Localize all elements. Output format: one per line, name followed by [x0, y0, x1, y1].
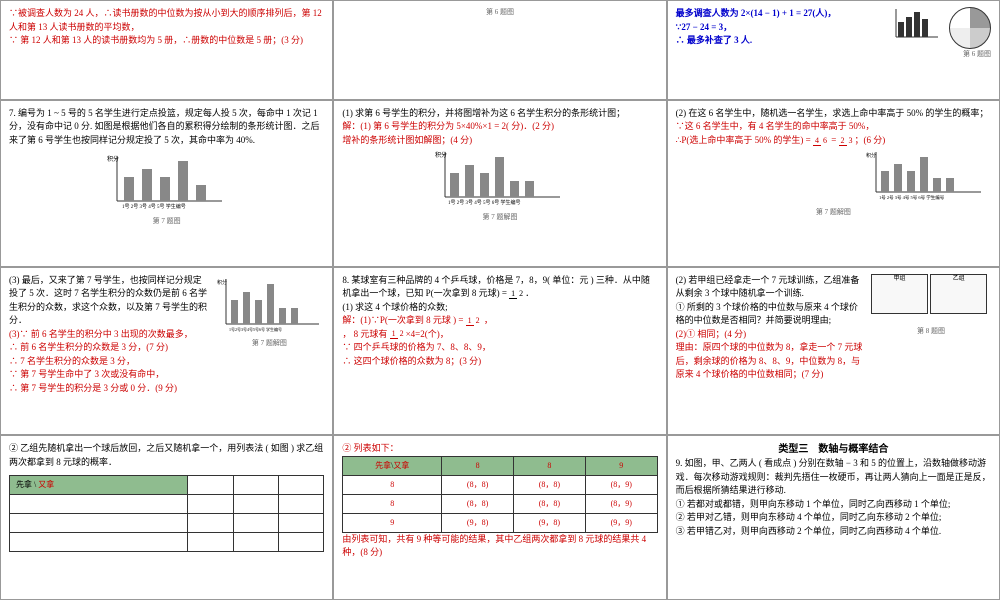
a: 解：(1)∵P(一次拿到 8 元球 ) = 12 ， — [342, 314, 657, 328]
question: (1) 求第 6 号学生的积分，并将图增补为这 6 名学生积分的条形统计图； — [342, 107, 657, 121]
bar-chart-icon — [893, 7, 943, 49]
text: ∵27 − 24 = 3， — [676, 21, 887, 35]
caption: 第 6 题图 — [342, 7, 657, 18]
rule: ③ 若甲错乙对，则甲向西移动 2 个单位，同时乙向西移动 4 个单位. — [676, 525, 991, 539]
bar-chart: 积分 1号 2号 3号 4号 5号 6号 学生编号 第 7 题解图 — [342, 147, 657, 222]
question: ② 乙组先随机拿出一个球后放回，之后又随机拿一个，用列表法 ( 如图 ) 求乙组… — [9, 442, 324, 469]
a: (3)∵ 前 6 名学生的积分中 3 出现的次数最多， — [9, 328, 208, 342]
result-table: 先拿\又拿889 8(8，8)(8，8)(8，9) 8(8，8)(8，8)(8，… — [342, 456, 657, 533]
figure: 甲组 乙组 第 8 题图 — [871, 274, 991, 382]
answer: ∴P(选上命中率高于 50% 的学生) = 46 = 23；(6 分) — [676, 134, 991, 148]
blank-table: 先拿 \ 又拿 — [9, 475, 324, 552]
answer: 解：(1) 第 6 号学生的积分为 5×40%×1 = 2( 分)．(2 分) — [342, 120, 657, 134]
question: 8. 某球室有三种品牌的 4 个乒乓球，价格是 7，8，9( 单位：元 ) 三种… — [342, 274, 657, 301]
svg-text:积分: 积分 — [866, 152, 876, 159]
cell-r1c1: ∵被调查人数为 24 人，∴读书册数的中位数为按从小到大的顺序排列后，第 12 … — [0, 0, 333, 100]
caption: 第 7 题解图 — [676, 207, 991, 218]
bar-chart: 积分 1号 2号 3号 4号 5号 学生编号 第 7 题图 — [9, 151, 324, 226]
svg-text:1号2号3号4号5号6号 学生编号: 1号2号3号4号5号6号 学生编号 — [229, 326, 282, 332]
text: ∴ 最多补查了 3 人. — [676, 34, 887, 48]
rule: ② 若甲对乙错，则甲向东移动 4 个单位，同时乙向东移动 2 个单位; — [676, 511, 991, 525]
caption: 第 7 题图 — [9, 216, 324, 227]
cell-r2c3: (2) 在这 6 名学生中，随机选一名学生，求选上命中率高于 50% 的学生的概… — [667, 100, 1000, 267]
question: (1) 求这 4 个球价格的众数; — [342, 301, 657, 315]
h1: 又拿 — [38, 480, 54, 489]
cell-r4c1: ② 乙组先随机拿出一个球后放回，之后又随机拿一个，用列表法 ( 如图 ) 求乙组… — [0, 435, 333, 600]
svg-text:1号 2号 3号 4号 5号 6号 学生编号: 1号 2号 3号 4号 5号 6号 学生编号 — [879, 194, 945, 201]
svg-text:积分: 积分 — [107, 155, 119, 163]
svg-text:积分: 积分 — [435, 151, 447, 159]
svg-text:1号 2号 3号 4号 5号 学生编号: 1号 2号 3号 4号 5号 学生编号 — [122, 203, 186, 210]
cell-r3c2: 8. 某球室有三种品牌的 4 个乒乓球，价格是 7，8，9( 单位：元 ) 三种… — [333, 267, 666, 436]
a: ∴ 7 名学生积分的众数是 3 分， — [9, 355, 208, 369]
a: ， 8 元球有 12×4=2(个)， — [342, 328, 657, 342]
cell-r1c2: 第 6 题图 — [333, 0, 666, 100]
caption: 第 7 题解图 — [342, 212, 657, 223]
answer: 增补的条形统计图如解图；(4 分) — [342, 134, 657, 148]
question: (2) 在这 6 名学生中，随机选一名学生，求选上命中率高于 50% 的学生的概… — [676, 107, 991, 121]
cell-r2c1: 7. 编号为 1 ~ 5 号的 5 名学生进行定点投篮，规定每人投 5 次，每命… — [0, 100, 333, 267]
bar-chart: 积分 1号2号3号4号5号6号 学生编号 第 7 题解图 — [214, 274, 324, 396]
question: (3) 最后，又来了第 7 号学生，也按同样记分规定投了 5 次．这时 7 名学… — [9, 274, 208, 328]
a: ∴ 前 6 名学生积分的众数是 3 分，(7 分) — [9, 341, 208, 355]
svg-text:1号 2号 3号 4号 5号 6号 学生编号: 1号 2号 3号 4号 5号 6号 学生编号 — [448, 199, 521, 206]
t: ② 列表如下： — [342, 442, 657, 456]
question: 7. 编号为 1 ~ 5 号的 5 名学生进行定点投篮，规定每人投 5 次，每命… — [9, 107, 324, 148]
text: ∵被调查人数为 24 人，∴读书册数的中位数为按从小到大的顺序排列后，第 12 … — [9, 7, 324, 34]
caption: 第 7 题解图 — [214, 338, 324, 349]
cell-r4c3: 类型三 数轴与概率结合 9. 如图，甲、乙两人 ( 看成点 ) 分别在数轴 − … — [667, 435, 1000, 600]
caption: 第 6 题图 — [676, 49, 991, 60]
cell-r2c2: (1) 求第 6 号学生的积分，并将图增补为这 6 名学生积分的条形统计图； 解… — [333, 100, 666, 267]
text: 最多调查人数为 2×(14 − 1) + 1 = 27(人)， — [676, 7, 887, 21]
cell-r3c1: (3) 最后，又来了第 7 号学生，也按同样记分规定投了 5 次．这时 7 名学… — [0, 267, 333, 436]
cell-r3c3: (2) 若甲组已经拿走一个 7 元球训练，乙组准备从剩余 3 个球中随机拿一个训… — [667, 267, 1000, 436]
section-title: 类型三 数轴与概率结合 — [676, 442, 991, 457]
rule: ① 若都对或都错，则甲向东移动 1 个单位，同时乙向西移动 1 个单位; — [676, 498, 991, 512]
a: (2)① 相同；(4 分) — [676, 328, 865, 342]
cell-r4c2: ② 列表如下： 先拿\又拿889 8(8，8)(8，8)(8，9) 8(8，8)… — [333, 435, 666, 600]
a: ∴ 这四个球价格的众数为 8；(3 分) — [342, 355, 657, 369]
question: ① 所剩的 3 个球价格的中位数与原来 4 个球价格的中位数是否相同？并简要说明… — [676, 301, 865, 328]
pie-chart-icon — [949, 7, 991, 49]
a: 理由：原四个球的中位数为 8，拿走一个 7 元球后，剩余球的价格为 8、8、9，… — [676, 341, 865, 382]
question: (2) 若甲组已经拿走一个 7 元球训练，乙组准备从剩余 3 个球中随机拿一个训… — [676, 274, 865, 301]
yi-icon: 乙组 — [930, 274, 987, 314]
a: ∵ 四个乒乓球的价格为 7、8、8、9， — [342, 341, 657, 355]
a: ∴ 第 7 号学生的积分是 3 分或 0 分．(9 分) — [9, 382, 208, 396]
answer: ∵这 6 名学生中，有 4 名学生的命中率高于 50%， — [676, 120, 991, 134]
text: ∵ 第 12 人和第 13 人的读书册数均为 5 册，∴册数的中位数是 5 册；… — [9, 34, 324, 48]
bar-chart: 积分 1号 2号 3号 4号 5号 6号 学生编号 第 7 题解图 — [676, 147, 991, 217]
svg-text:积分: 积分 — [217, 279, 227, 286]
cell-r1c3: 最多调查人数为 2×(14 − 1) + 1 = 27(人)， ∵27 − 24… — [667, 0, 1000, 100]
h2: 先拿 — [16, 480, 32, 489]
question: 9. 如图，甲、乙两人 ( 看成点 ) 分别在数轴 − 3 和 5 的位置上，沿… — [676, 457, 991, 498]
caption: 第 8 题图 — [871, 326, 991, 337]
a: ∵ 第 7 号学生命中了 3 次或没有命中， — [9, 368, 208, 382]
a: 由列表可知，共有 9 种等可能的结果，其中乙组两次都拿到 8 元球的结果共 4 … — [342, 533, 657, 560]
jia-icon: 甲组 — [871, 274, 928, 314]
